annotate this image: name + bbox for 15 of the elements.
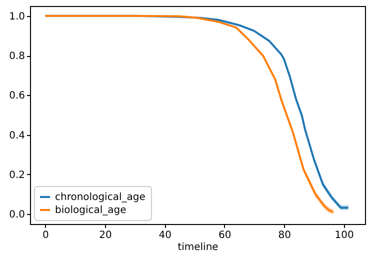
legend-label: biological_age bbox=[55, 205, 126, 216]
x-tick-label: 40 bbox=[158, 230, 172, 241]
x-axis-title: timeline bbox=[178, 242, 218, 253]
x-tick-label: 60 bbox=[218, 230, 232, 241]
x-tick-label: 100 bbox=[334, 230, 354, 241]
y-tick-label: 0.6 bbox=[9, 90, 25, 102]
y-tick-label: 1.0 bbox=[9, 11, 25, 22]
y-tick-label: 0.8 bbox=[9, 51, 25, 62]
x-tick-label: 20 bbox=[99, 230, 112, 241]
x-tick-label: 80 bbox=[278, 230, 291, 241]
y-tick-label: 0.2 bbox=[9, 170, 25, 181]
y-tick-label: 0.4 bbox=[9, 130, 25, 142]
legend-label: chronological_age bbox=[55, 192, 146, 203]
y-tick-label: 0.0 bbox=[9, 210, 25, 221]
x-tick-label: 0 bbox=[42, 230, 49, 241]
